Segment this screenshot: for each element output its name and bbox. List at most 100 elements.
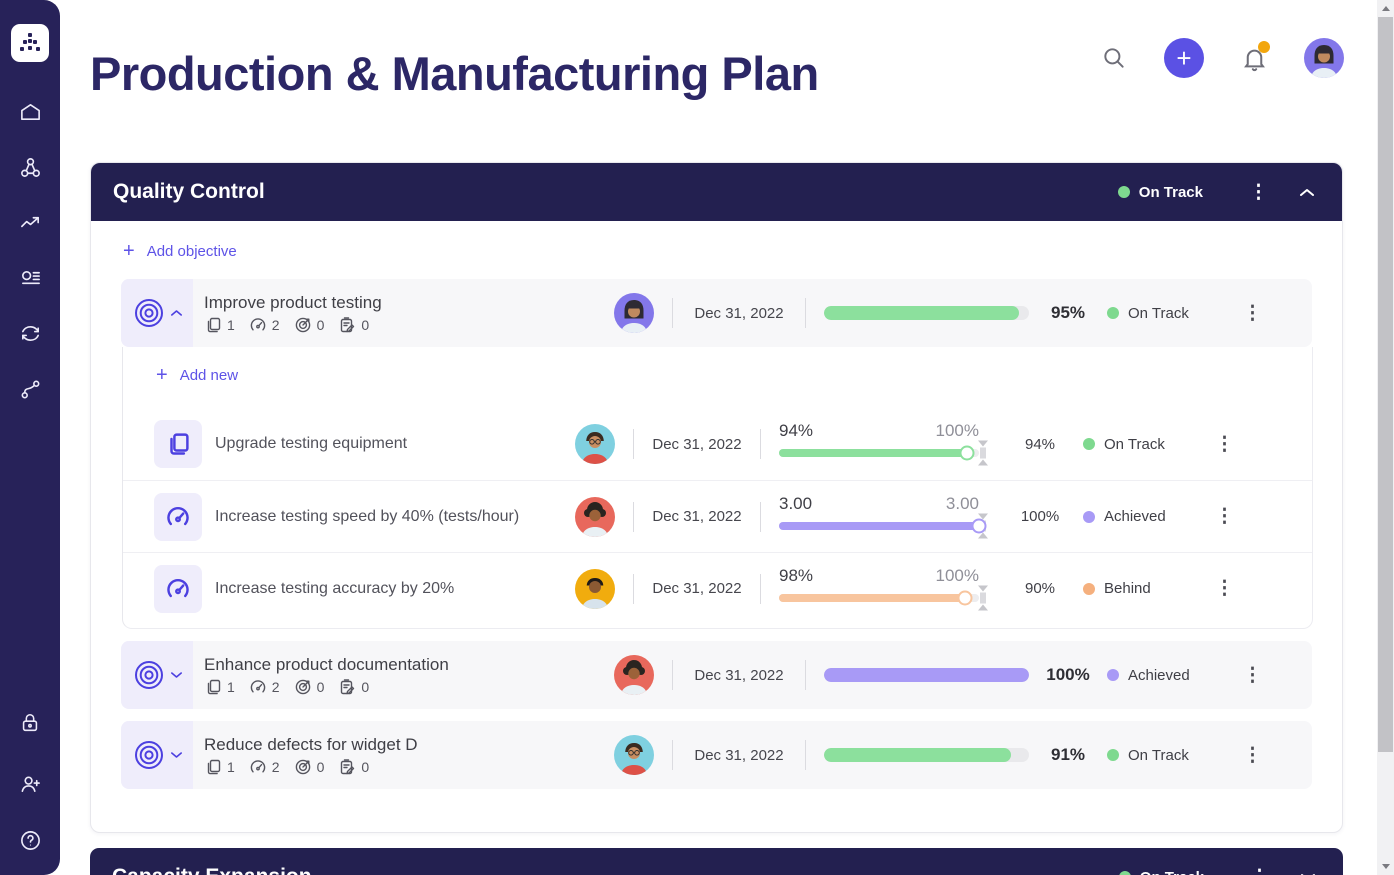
user-add-icon[interactable] [0, 772, 60, 796]
scroll-down-arrow[interactable] [1377, 858, 1394, 875]
slider-target-value: 100% [935, 565, 979, 585]
key-results-panel: + Add new Upgrade testing equipment Dec … [122, 347, 1313, 629]
okr-list-icon[interactable] [0, 266, 60, 290]
status-dot-green [1117, 186, 1130, 198]
app-logo-icon[interactable] [11, 24, 49, 62]
notes-count[interactable]: 0 [338, 316, 369, 334]
owner-avatar[interactable] [575, 568, 615, 609]
notes-count[interactable]: 0 [338, 678, 369, 696]
network-icon[interactable] [0, 155, 60, 179]
objective-expand-toggle[interactable] [121, 721, 193, 789]
documents-count[interactable]: 1 [204, 678, 235, 696]
section-menu-button[interactable]: ⋮ [1242, 866, 1277, 875]
sync-icon[interactable] [0, 321, 60, 345]
section-header: Quality Control On Track ⋮ [91, 163, 1342, 221]
divider [805, 660, 806, 690]
add-new-button[interactable]: + Add new [156, 364, 239, 386]
objective-menu-button[interactable]: ⋮ [1243, 302, 1262, 324]
key-result-menu-button[interactable]: ⋮ [1215, 506, 1234, 527]
section-collapse-chevron-down-icon[interactable] [1295, 864, 1321, 875]
gauge-count[interactable]: 2 [249, 758, 280, 776]
target-arrow-icon [295, 317, 310, 332]
notes-count[interactable]: 0 [338, 758, 369, 776]
target-marker-icon [978, 440, 988, 466]
notes-icon [341, 678, 355, 694]
owner-avatar[interactable] [575, 496, 615, 537]
key-result-row-increase-testing-accuracy[interactable]: Increase testing accuracy by 20% Dec 31,… [123, 552, 1312, 624]
owner-avatar[interactable] [575, 424, 615, 464]
documents-icon [207, 317, 221, 332]
key-result-title: Increase testing accuracy by 20% [215, 579, 455, 597]
home-icon[interactable] [0, 100, 60, 124]
divider [672, 298, 673, 328]
objective-progress-bar [824, 668, 1029, 682]
documents-icon [154, 420, 202, 468]
vertical-scrollbar[interactable] [1377, 0, 1394, 875]
add-objective-button[interactable]: + Add objective [123, 240, 237, 262]
section-menu-button[interactable]: ⋮ [1249, 181, 1268, 203]
help-icon[interactable] [0, 828, 60, 852]
objective-expand-toggle[interactable] [121, 641, 193, 709]
owner-avatar[interactable] [614, 293, 654, 333]
slider-handle[interactable] [959, 445, 975, 461]
due-date: Dec 31, 2022 [694, 746, 784, 764]
objective-menu-button[interactable]: ⋮ [1243, 664, 1262, 686]
slider-current-value: 3.00 [779, 493, 813, 513]
branch-icon[interactable] [0, 377, 60, 401]
notifications-bell-icon[interactable] [1234, 38, 1274, 78]
owner-avatar[interactable] [614, 655, 654, 695]
trending-icon[interactable] [0, 211, 60, 235]
key-result-menu-button[interactable]: ⋮ [1215, 433, 1234, 455]
objective-row-improve-product-testing[interactable]: Improve product testing 1 2 0 [121, 279, 1312, 347]
slider-handle[interactable] [957, 590, 973, 605]
plus-icon: + [123, 240, 135, 262]
key-result-title: Increase testing speed by 40% (tests/hou… [215, 507, 520, 525]
status-dot-orange [1083, 582, 1095, 595]
progress-slider: 98% 100% [779, 565, 988, 612]
chevron-up-icon [171, 310, 182, 316]
user-avatar[interactable] [1304, 38, 1344, 78]
key-result-status: Achieved [1083, 508, 1207, 525]
documents-count[interactable]: 1 [204, 758, 235, 776]
due-date: Dec 31, 2022 [652, 580, 742, 597]
documents-count[interactable]: 1 [204, 316, 235, 334]
objective-title: Reduce defects for widget D [204, 734, 418, 754]
notification-badge [1258, 41, 1270, 53]
target-arrow-icon [295, 679, 310, 694]
target-icon [135, 299, 163, 327]
section-collapse-chevron-up-icon[interactable] [1294, 179, 1320, 205]
objective-counts: 1 2 0 0 [204, 758, 614, 776]
progress-slider: 94% 100% [779, 421, 988, 467]
scroll-up-arrow[interactable] [1377, 0, 1394, 17]
search-icon[interactable] [1094, 38, 1134, 78]
target-count[interactable]: 0 [294, 678, 324, 696]
divider [760, 501, 761, 532]
objective-progress-bar [824, 306, 1029, 320]
objective-row-reduce-defects-widget-d[interactable]: Reduce defects for widget D 1 2 0 [121, 721, 1312, 789]
gauge-count[interactable]: 2 [249, 316, 280, 334]
key-result-row-upgrade-testing-equipment[interactable]: Upgrade testing equipment Dec 31, 2022 9… [123, 408, 1312, 480]
plus-icon: + [156, 364, 168, 386]
section-header: Capacity Expansion On Track ⋮ [90, 848, 1343, 875]
divider [760, 429, 761, 459]
lock-icon[interactable] [0, 711, 60, 735]
chevron-down-icon [171, 672, 182, 678]
section-status-label: On Track [1138, 183, 1203, 201]
divider [633, 501, 634, 532]
objective-menu-button[interactable]: ⋮ [1243, 744, 1262, 766]
slider-handle[interactable] [971, 518, 987, 533]
owner-avatar[interactable] [614, 735, 654, 775]
scrollbar-thumb[interactable] [1378, 17, 1393, 752]
app-sidebar [0, 0, 60, 875]
key-result-menu-button[interactable]: ⋮ [1215, 578, 1234, 599]
target-count[interactable]: 0 [294, 316, 324, 334]
target-count[interactable]: 0 [294, 758, 324, 776]
gauge-count[interactable]: 2 [249, 678, 280, 696]
key-result-row-increase-testing-speed[interactable]: Increase testing speed by 40% (tests/hou… [123, 480, 1312, 552]
objective-expand-toggle[interactable] [121, 279, 193, 347]
slider-current-value: 98% [779, 565, 814, 585]
add-button[interactable]: + [1164, 38, 1204, 78]
objective-row-enhance-product-documentation[interactable]: Enhance product documentation 1 2 0 [121, 641, 1312, 709]
logo-dots [20, 33, 40, 51]
section-status: On Track [1117, 183, 1203, 201]
